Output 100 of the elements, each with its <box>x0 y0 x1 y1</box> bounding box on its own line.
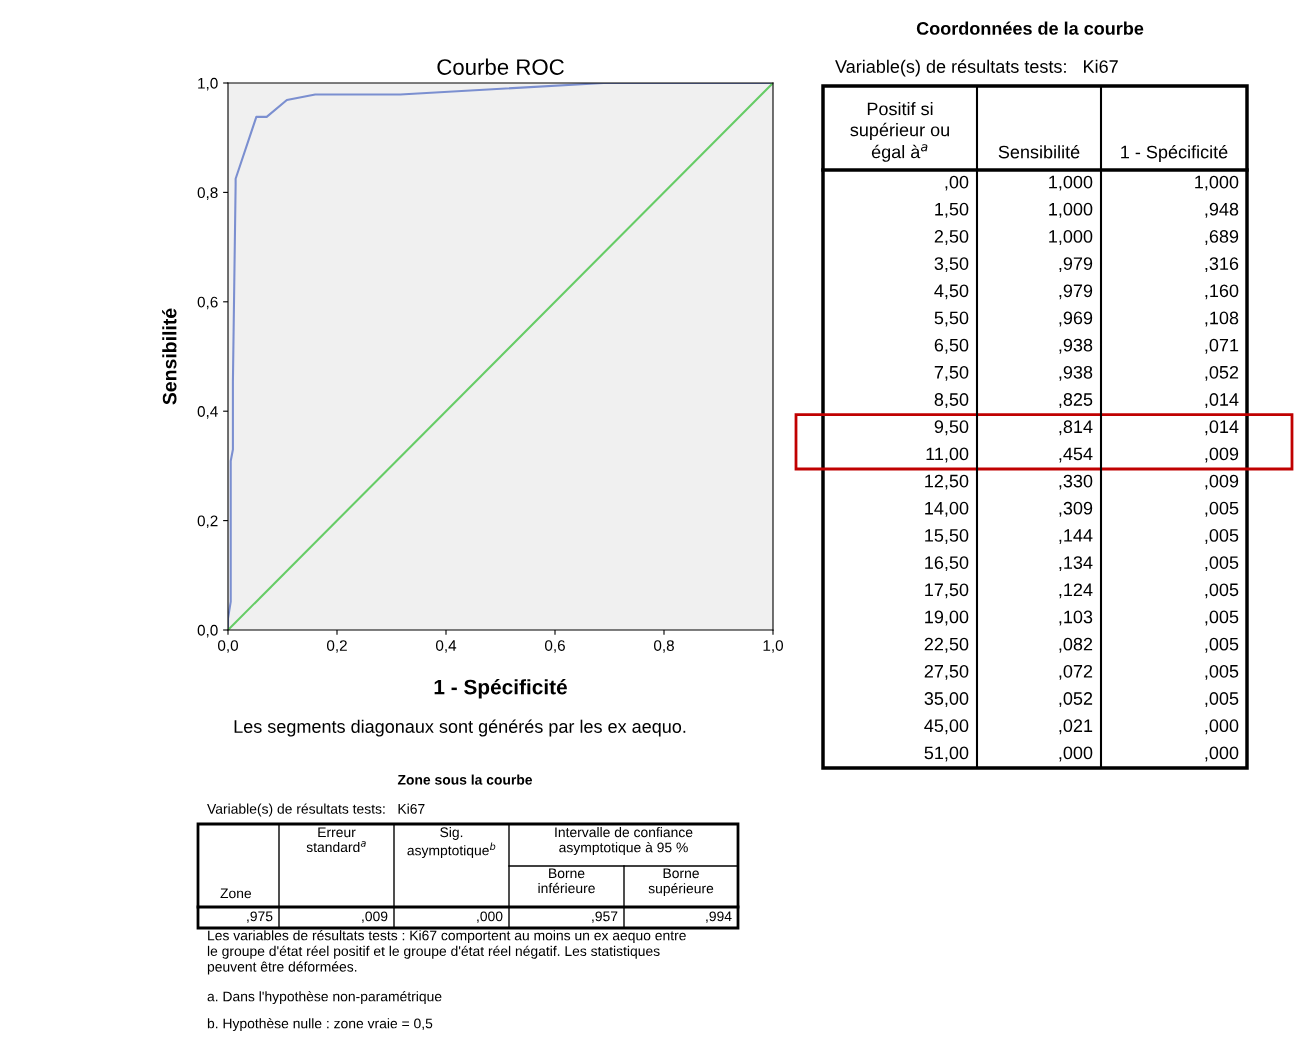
y-tick-label: 0,0 <box>197 624 218 638</box>
text: Coordonnées de la courbe <box>916 21 1144 35</box>
text: 1,000 <box>1049 202 1093 218</box>
text: 4,50 <box>934 284 969 300</box>
text: ,330 <box>1059 474 1093 490</box>
text: ,124 <box>1059 583 1093 599</box>
text: 45,00 <box>924 719 969 735</box>
text: ,052 <box>1059 692 1093 708</box>
y-tick-label: 0,6 <box>197 296 218 310</box>
y-tick-label: 0,8 <box>197 187 218 200</box>
x-tick-label: 0,4 <box>435 640 457 653</box>
text: 1,000 <box>1049 230 1093 245</box>
text: 2,50 <box>934 230 969 245</box>
text: 1,000 <box>1195 175 1239 191</box>
text: ,144 <box>1059 529 1093 544</box>
text: ,938 <box>1059 338 1093 354</box>
text: ,000 <box>1205 746 1239 762</box>
text: ,160 <box>1205 284 1239 300</box>
text: ,014 <box>1205 393 1239 409</box>
text: ,009 <box>1205 474 1239 490</box>
text: 17,50 <box>925 583 969 599</box>
text: ,975 <box>247 911 273 923</box>
text: ,009 <box>1205 447 1239 463</box>
text: Variable(s) de résultats tests: Ki67 <box>207 803 425 817</box>
text: ,994 <box>706 911 732 923</box>
text: 16,50 <box>925 556 969 572</box>
text: ,825 <box>1059 393 1093 409</box>
text: 1,000 <box>1049 175 1093 191</box>
x-tick-label: 0,2 <box>326 640 347 653</box>
text: 22,50 <box>924 637 969 653</box>
text: 14,00 <box>925 501 969 517</box>
text: ,021 <box>1059 719 1093 735</box>
category-label: Sensibilité <box>998 144 1080 159</box>
text: Les segments diagonaux sont générés par les ex aequo. <box>234 719 686 737</box>
x-tick-label: 1,0 <box>763 640 784 653</box>
category-label: Borne inférieure <box>538 868 595 894</box>
x-axis-title: 1 - Spécificité <box>434 678 567 699</box>
text: 35,00 <box>924 692 969 708</box>
text: ,108 <box>1205 311 1239 327</box>
text: Les variables de résultats tests : Ki67 comportent au moins un ex aequo entre le groupe d'état réel positif et le groupe d'état réel négatif. Les statistiques peuvent être déformées. <box>207 930 686 975</box>
text: 5,50 <box>934 311 969 327</box>
text: ,005 <box>1205 583 1239 599</box>
text: ,005 <box>1205 556 1239 572</box>
category-label: Borne supérieure <box>648 868 714 897</box>
text: 15,50 <box>925 529 969 544</box>
text: 12,50 <box>925 474 969 490</box>
text: 6,50 <box>934 338 969 354</box>
x-tick-label: 0,8 <box>653 640 674 653</box>
category-label: Erreur standard$^{a}$ <box>306 827 366 853</box>
category-label: Zone <box>220 888 252 899</box>
text: 9,50 <box>934 420 969 436</box>
text: Intervalle de confiance asymptotique à 95 % <box>555 827 693 856</box>
text: ,689 <box>1205 230 1239 245</box>
text: ,948 <box>1205 202 1239 218</box>
text: a. Dans l'hypothèse non-paramétrique <box>207 991 442 1005</box>
text: 27,50 <box>924 664 969 680</box>
text: Zone sous la courbe <box>397 774 533 785</box>
text: ,814 <box>1059 420 1093 436</box>
text: ,000 <box>1205 719 1239 735</box>
text: ,134 <box>1059 556 1093 572</box>
y-tick-label: 0,4 <box>197 406 218 419</box>
text: ,009 <box>362 911 388 923</box>
y-tick-label: 0,2 <box>197 515 218 529</box>
text: ,454 <box>1059 447 1093 463</box>
text: 51,00 <box>924 746 969 762</box>
text: ,005 <box>1205 692 1239 708</box>
text: ,309 <box>1059 501 1093 517</box>
text: ,938 <box>1059 365 1093 381</box>
text: ,014 <box>1205 420 1239 436</box>
text: 7,50 <box>934 365 969 381</box>
text: ,005 <box>1205 664 1239 680</box>
y-axis-title: Sensibilité <box>162 308 177 405</box>
text: ,103 <box>1059 610 1093 626</box>
text: Variable(s) de résultats tests: Ki67 <box>835 59 1118 77</box>
text: 3,50 <box>934 257 969 273</box>
text: ,005 <box>1205 529 1239 544</box>
text: ,979 <box>1059 284 1093 300</box>
text: ,071 <box>1205 338 1239 354</box>
text: ,000 <box>1059 746 1093 762</box>
text: ,957 <box>592 911 618 923</box>
text: ,072 <box>1059 664 1093 680</box>
text: ,052 <box>1205 365 1239 381</box>
text: ,005 <box>1205 637 1239 653</box>
category-label: Positif si supérieur ou égal à$^{a}$ <box>850 102 949 162</box>
text: ,005 <box>1205 501 1239 517</box>
y-tick-label: 1,0 <box>198 77 218 91</box>
text: ,00 <box>945 175 969 191</box>
category-label: 1 - Spécificité <box>1121 144 1228 162</box>
text: ,969 <box>1059 311 1093 327</box>
x-tick-label: 0,6 <box>544 640 565 653</box>
text: ,000 <box>477 911 503 923</box>
text: ,979 <box>1059 257 1093 273</box>
text: 8,50 <box>934 393 969 409</box>
text: 11,00 <box>926 447 969 463</box>
x-tick-label: 0,0 <box>217 640 239 653</box>
text: 19,00 <box>925 610 969 626</box>
category-label: Sig. asymptotique$^{b}$ <box>407 827 496 859</box>
text: b. Hypothèse nulle : zone vraie = 0,5 <box>207 1018 433 1032</box>
chart-title: Courbe ROC <box>437 58 564 75</box>
text: ,005 <box>1205 610 1239 626</box>
